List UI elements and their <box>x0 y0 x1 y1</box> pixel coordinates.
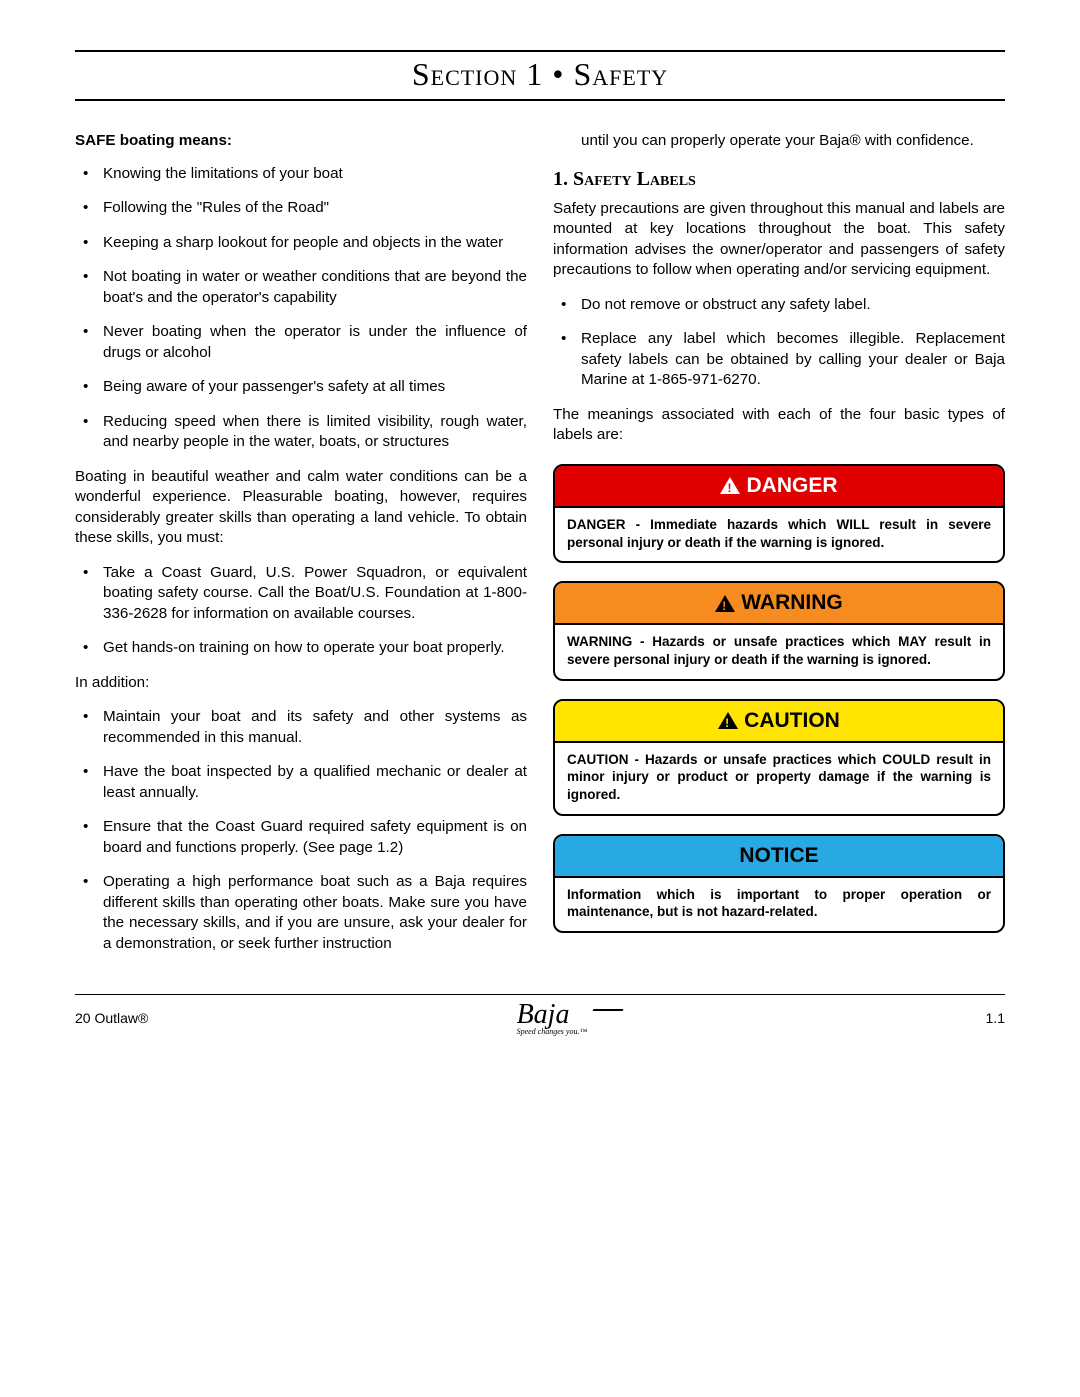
caution-label-header: ! CAUTION <box>555 701 1003 743</box>
warning-triangle-icon: ! <box>715 595 735 612</box>
list-item: Knowing the limitations of your boat <box>75 164 527 185</box>
danger-label-title: DANGER <box>746 472 837 500</box>
warning-label-header: ! WARNING <box>555 583 1003 625</box>
notice-label-header: NOTICE <box>555 836 1003 878</box>
list-item: Never boating when the operator is under… <box>75 322 527 363</box>
body-paragraph: In addition: <box>75 673 527 694</box>
safe-boating-subhead: SAFE boating means: <box>75 131 527 152</box>
safety-labels-heading: 1. Safety Labels <box>553 166 1005 193</box>
notice-label-body: Information which is important to proper… <box>555 878 1003 931</box>
warning-label-body: WARNING - Hazards or unsafe practices wh… <box>555 625 1003 678</box>
continuation-text: until you can properly operate your Baja… <box>553 131 1005 152</box>
two-column-layout: SAFE boating means: Knowing the limitati… <box>75 131 1005 968</box>
label-rules-list: Do not remove or obstruct any safety lab… <box>553 295 1005 391</box>
in-addition-list: Maintain your boat and its safety and ot… <box>75 707 527 954</box>
page-footer: 20 Outlaw® Baja Speed changes you.™ 1.1 <box>75 994 1005 1036</box>
list-item: Keeping a sharp lookout for people and o… <box>75 233 527 254</box>
list-item: Do not remove or obstruct any safety lab… <box>553 295 1005 316</box>
right-column: until you can properly operate your Baja… <box>553 131 1005 968</box>
list-item: Have the boat inspected by a qualified m… <box>75 762 527 803</box>
danger-label-box: ! DANGER DANGER - Immediate hazards whic… <box>553 464 1005 563</box>
safe-boating-list: Knowing the limitations of your boat Fol… <box>75 164 527 453</box>
body-paragraph: Safety precautions are given throughout … <box>553 199 1005 281</box>
notice-label-title: NOTICE <box>739 842 818 870</box>
list-item: Get hands-on training on how to operate … <box>75 638 527 659</box>
list-item: Not boating in water or weather conditio… <box>75 267 527 308</box>
warning-label-box: ! WARNING WARNING - Hazards or unsafe pr… <box>553 581 1005 680</box>
danger-label-body: DANGER - Immediate hazards which WILL re… <box>555 508 1003 561</box>
caution-label-body: CAUTION - Hazards or unsafe practices wh… <box>555 743 1003 814</box>
warning-triangle-icon: ! <box>720 477 740 494</box>
list-item: Replace any label which becomes illegibl… <box>553 329 1005 391</box>
warning-label-title: WARNING <box>741 589 843 617</box>
list-item: Following the "Rules of the Road" <box>75 198 527 219</box>
footer-right: 1.1 <box>986 1010 1005 1026</box>
footer-left: 20 Outlaw® <box>75 1010 148 1026</box>
list-item: Being aware of your passenger's safety a… <box>75 377 527 398</box>
body-paragraph: Boating in beautiful weather and calm wa… <box>75 467 527 549</box>
logo-tagline: Speed changes you.™ <box>517 1027 588 1036</box>
body-paragraph: The meanings associated with each of the… <box>553 405 1005 446</box>
list-item: Operating a high performance boat such a… <box>75 872 527 954</box>
caution-label-box: ! CAUTION CAUTION - Hazards or unsafe pr… <box>553 699 1005 816</box>
caution-label-title: CAUTION <box>744 707 840 735</box>
warning-triangle-icon: ! <box>718 712 738 729</box>
notice-label-box: NOTICE Information which is important to… <box>553 834 1005 933</box>
list-item: Reducing speed when there is limited vis… <box>75 412 527 453</box>
list-item: Maintain your boat and its safety and ot… <box>75 707 527 748</box>
skills-list: Take a Coast Guard, U.S. Power Squadron,… <box>75 563 527 659</box>
logo-text: Baja <box>517 999 570 1030</box>
page-title: Section 1 • Safety <box>75 50 1005 101</box>
list-item: Ensure that the Coast Guard required saf… <box>75 817 527 858</box>
danger-label-header: ! DANGER <box>555 466 1003 508</box>
left-column: SAFE boating means: Knowing the limitati… <box>75 131 527 968</box>
list-item: Take a Coast Guard, U.S. Power Squadron,… <box>75 563 527 625</box>
baja-logo: Baja Speed changes you.™ <box>517 999 618 1036</box>
